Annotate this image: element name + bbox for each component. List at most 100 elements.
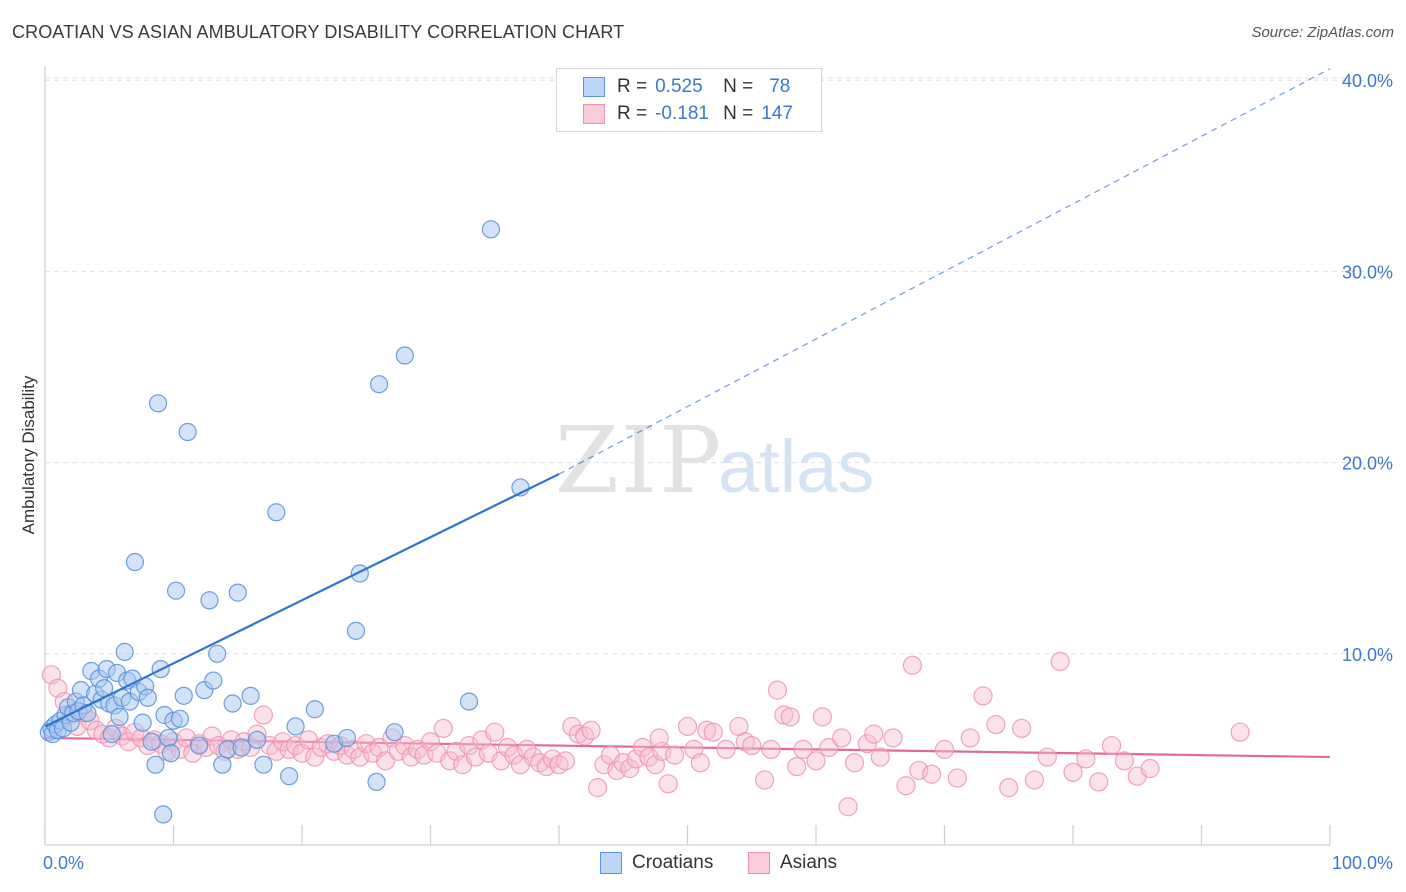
asians-point (986, 714, 1006, 735)
asians-point (440, 751, 460, 771)
croatians-point (241, 686, 260, 705)
croatians-trend-group (44, 68, 1331, 728)
croatians-trend-line (44, 473, 560, 728)
asians-point (1050, 651, 1070, 672)
croatians-point (110, 707, 129, 726)
croatians-point (337, 728, 357, 748)
croatians-point (204, 671, 223, 690)
asians-point (433, 718, 453, 738)
asians-point (806, 751, 826, 771)
asians-point (649, 728, 669, 748)
croatians-point (102, 725, 121, 744)
asians-point (273, 732, 293, 752)
legend-r-label: R = (617, 103, 648, 124)
croatians-point (166, 581, 186, 600)
croatians-swatch (583, 77, 605, 97)
source-label: Source: ZipAtlas.com (1251, 24, 1394, 41)
croatians-point (161, 744, 181, 763)
croatians-trend-extension (558, 68, 1331, 475)
asians-swatch (583, 104, 605, 124)
axes (44, 66, 1331, 846)
asians-point (356, 734, 376, 754)
chart-title: CROATIAN VS ASIAN AMBULATORY DISABILITY … (12, 22, 625, 42)
asians-point (620, 758, 640, 779)
legend-row-croatians: R = 0.525 N = 78 (583, 75, 790, 99)
asians-n-value: 147 (761, 103, 793, 124)
asians-points (41, 651, 1250, 817)
watermark: ZIP atlas (555, 407, 874, 514)
asians-point (253, 705, 274, 725)
croatians-point (346, 621, 366, 640)
asians-r-value: -0.181 (655, 103, 709, 124)
asians-point (632, 737, 653, 758)
croatians-point (232, 738, 251, 757)
croatians-point (115, 642, 134, 661)
croatians-point (370, 375, 389, 394)
asians-legend-label: Asians (780, 852, 838, 873)
asians-point (517, 739, 537, 760)
asians-point (1076, 749, 1096, 769)
asians-point (832, 728, 852, 748)
croatians-point (146, 755, 165, 774)
asians-point (1114, 751, 1135, 771)
croatians-point (305, 700, 324, 719)
stats-legend: R = 0.525 N = 78 R = -0.181 N = 147 (556, 68, 822, 132)
croatians-point (159, 728, 178, 748)
asians-point (922, 764, 942, 784)
croatians-point (174, 686, 193, 705)
grid-lines (45, 77, 1390, 655)
asians-point (677, 716, 698, 737)
croatians-point (254, 755, 273, 774)
asians-point (581, 720, 601, 740)
asians-point (934, 739, 955, 760)
asians-point (305, 747, 325, 767)
asians-point (1101, 735, 1122, 756)
croatians-points (39, 220, 530, 824)
asians-point (1011, 718, 1032, 738)
asians-point (793, 739, 813, 760)
y-tick-label-3: 40.0% (1342, 71, 1393, 91)
asians-point (1024, 770, 1045, 790)
croatians-point (190, 736, 209, 755)
croatians-point (138, 688, 157, 707)
asians-point (587, 778, 608, 798)
legend-item-croatians[interactable]: Croatians (600, 852, 713, 874)
x-tick-label-0: 0.0% (43, 853, 84, 873)
y-tick-label-0: 10.0% (1342, 645, 1393, 665)
croatians-point (208, 644, 227, 663)
croatians-point (170, 709, 190, 728)
asians-point (909, 760, 929, 781)
asians-point (395, 735, 415, 756)
asians-point (761, 739, 781, 760)
watermark-atlas: atlas (718, 425, 874, 508)
croatians-point (178, 422, 197, 442)
asians-point (555, 751, 576, 771)
croatians-point (385, 723, 404, 742)
legend-n-label: N = (723, 76, 754, 97)
asians-point (375, 751, 396, 771)
croatians-n-value: 78 (769, 76, 791, 97)
y-tick-label-1: 20.0% (1342, 454, 1393, 474)
asians-point (420, 732, 441, 752)
croatians-point (200, 591, 219, 610)
croatians-point (154, 805, 173, 824)
asians-point (896, 776, 916, 796)
tick-labels: 10.0% 20.0% 30.0% 40.0% 0.0% 100.0% (43, 71, 1393, 873)
asians-point (947, 768, 967, 788)
y-axis-label: Ambulatory Disability (19, 375, 38, 534)
asians-point (999, 778, 1019, 798)
asians-legend-swatch (748, 852, 770, 874)
croatians-r-value: 0.525 (655, 76, 703, 97)
legend-item-asians[interactable]: Asians (748, 852, 837, 874)
asians-point (960, 728, 980, 748)
croatians-point (223, 694, 242, 713)
asians-point (1037, 747, 1057, 767)
asians-point (819, 737, 839, 758)
asians-point (767, 680, 788, 700)
croatians-point (459, 692, 479, 711)
croatians-point (148, 394, 168, 413)
croatians-point (213, 755, 232, 774)
asians-point (812, 707, 833, 727)
asians-point (754, 770, 775, 790)
asians-point (562, 716, 582, 737)
